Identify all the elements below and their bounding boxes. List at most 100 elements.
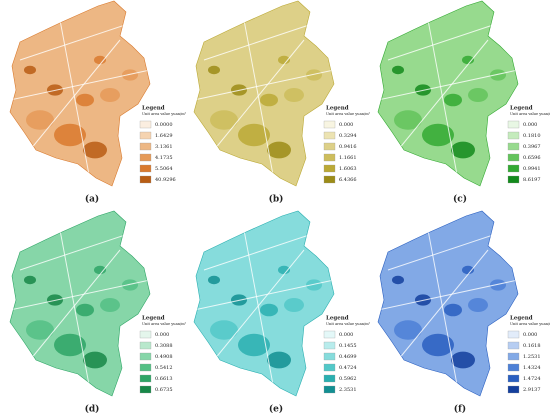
map-zone — [284, 88, 304, 102]
road — [19, 229, 141, 271]
panel-label: (d) — [85, 404, 100, 415]
map-detail — [194, 229, 334, 391]
map-zone — [100, 298, 120, 312]
map-area — [9, 0, 151, 187]
legend-label: 1.4724 — [523, 376, 541, 382]
legend-swatch — [323, 341, 336, 350]
legend-swatch — [323, 120, 336, 129]
legend-swatch — [139, 153, 152, 162]
map-zone — [422, 123, 454, 147]
legend-swatch — [507, 142, 520, 151]
legend-label: 0.000 — [523, 122, 537, 128]
legend-swatch — [507, 175, 520, 184]
map-area — [377, 0, 519, 187]
road — [427, 19, 459, 181]
legend-swatch — [139, 142, 152, 151]
legend-label: 0.4908 — [155, 354, 173, 360]
legend-label: 1.6063 — [339, 166, 357, 172]
legend-swatch — [139, 352, 152, 361]
legend-swatch — [139, 330, 152, 339]
map-zone — [468, 298, 488, 312]
map-zone — [306, 69, 322, 81]
panel-label: (f) — [454, 404, 466, 415]
legend-label: 0.1810 — [523, 133, 541, 139]
road — [397, 39, 489, 151]
legend-unit: Unit area value yuan/m² — [510, 322, 550, 326]
map-area — [193, 0, 335, 187]
map-zone — [394, 110, 422, 130]
panel-label: (c) — [453, 194, 467, 205]
legend-unit: Unit area value yuan/m² — [326, 112, 371, 116]
legend-label: 1.4324 — [523, 365, 541, 371]
map-zone — [26, 320, 54, 340]
map-detail — [378, 229, 518, 391]
map-zone — [210, 110, 238, 130]
map-zone — [278, 55, 290, 65]
legend-swatch — [507, 352, 520, 361]
road — [19, 19, 141, 61]
map-zone — [468, 88, 488, 102]
legend-label: 0.3294 — [339, 133, 357, 139]
legend-swatch — [139, 175, 152, 184]
road — [213, 249, 305, 361]
legend-label: 40.9296 — [155, 177, 176, 183]
legend-unit: Unit area value yuan/m² — [142, 112, 187, 116]
legend-swatch — [323, 385, 336, 394]
legend-label: 0.1618 — [523, 343, 541, 349]
legend-swatch — [323, 363, 336, 372]
legend-label: 0.6613 — [155, 376, 173, 382]
legend-label: 0.000 — [155, 332, 169, 338]
map-zone — [392, 275, 404, 285]
panel-label: (a) — [85, 194, 99, 205]
legend-swatch — [139, 131, 152, 140]
legend-label: 0.5962 — [339, 376, 357, 382]
legend-swatch — [139, 374, 152, 383]
map-zone — [267, 351, 291, 369]
legend-label: 0.000 — [523, 332, 537, 338]
map-area — [377, 210, 519, 397]
road — [387, 19, 509, 61]
map-zone — [462, 265, 474, 275]
legend-label: 0.0000 — [155, 122, 173, 128]
legend-swatch — [323, 142, 336, 151]
map-zone — [76, 93, 94, 107]
legend-label: 1.1661 — [339, 155, 357, 161]
legend-swatch — [323, 131, 336, 140]
legend-label: 8.6197 — [523, 177, 541, 183]
legend-label: 6.4366 — [339, 177, 357, 183]
legend-swatch — [507, 341, 520, 350]
map-zone — [54, 123, 86, 147]
road — [10, 279, 150, 311]
legend-swatch — [139, 363, 152, 372]
map-zone — [444, 303, 462, 317]
map-zone — [392, 65, 404, 75]
legend-label: 1.6429 — [155, 133, 173, 139]
road — [29, 39, 121, 151]
legend-swatch — [507, 131, 520, 140]
map-area — [9, 210, 151, 397]
legend-label: 0.3088 — [155, 343, 173, 349]
map-zone — [267, 141, 291, 159]
map-detail — [10, 229, 150, 391]
legend-swatch — [507, 120, 520, 129]
legend-label: 0.6735 — [155, 387, 173, 393]
map-zone — [422, 333, 454, 357]
map-zone — [278, 265, 290, 275]
map-zone — [24, 65, 36, 75]
legend-title: Legend — [510, 106, 533, 112]
legend-label: 0.3967 — [523, 144, 541, 150]
road — [203, 19, 325, 61]
legend-label: 5.5064 — [155, 166, 173, 172]
road — [387, 229, 509, 271]
panel-label: (e) — [269, 404, 283, 415]
legend-title: Legend — [326, 106, 349, 112]
map-zone — [451, 351, 475, 369]
legend-label: 4.1735 — [155, 155, 173, 161]
map-area — [193, 210, 335, 397]
map-zone — [83, 351, 107, 369]
legend-swatch — [323, 330, 336, 339]
